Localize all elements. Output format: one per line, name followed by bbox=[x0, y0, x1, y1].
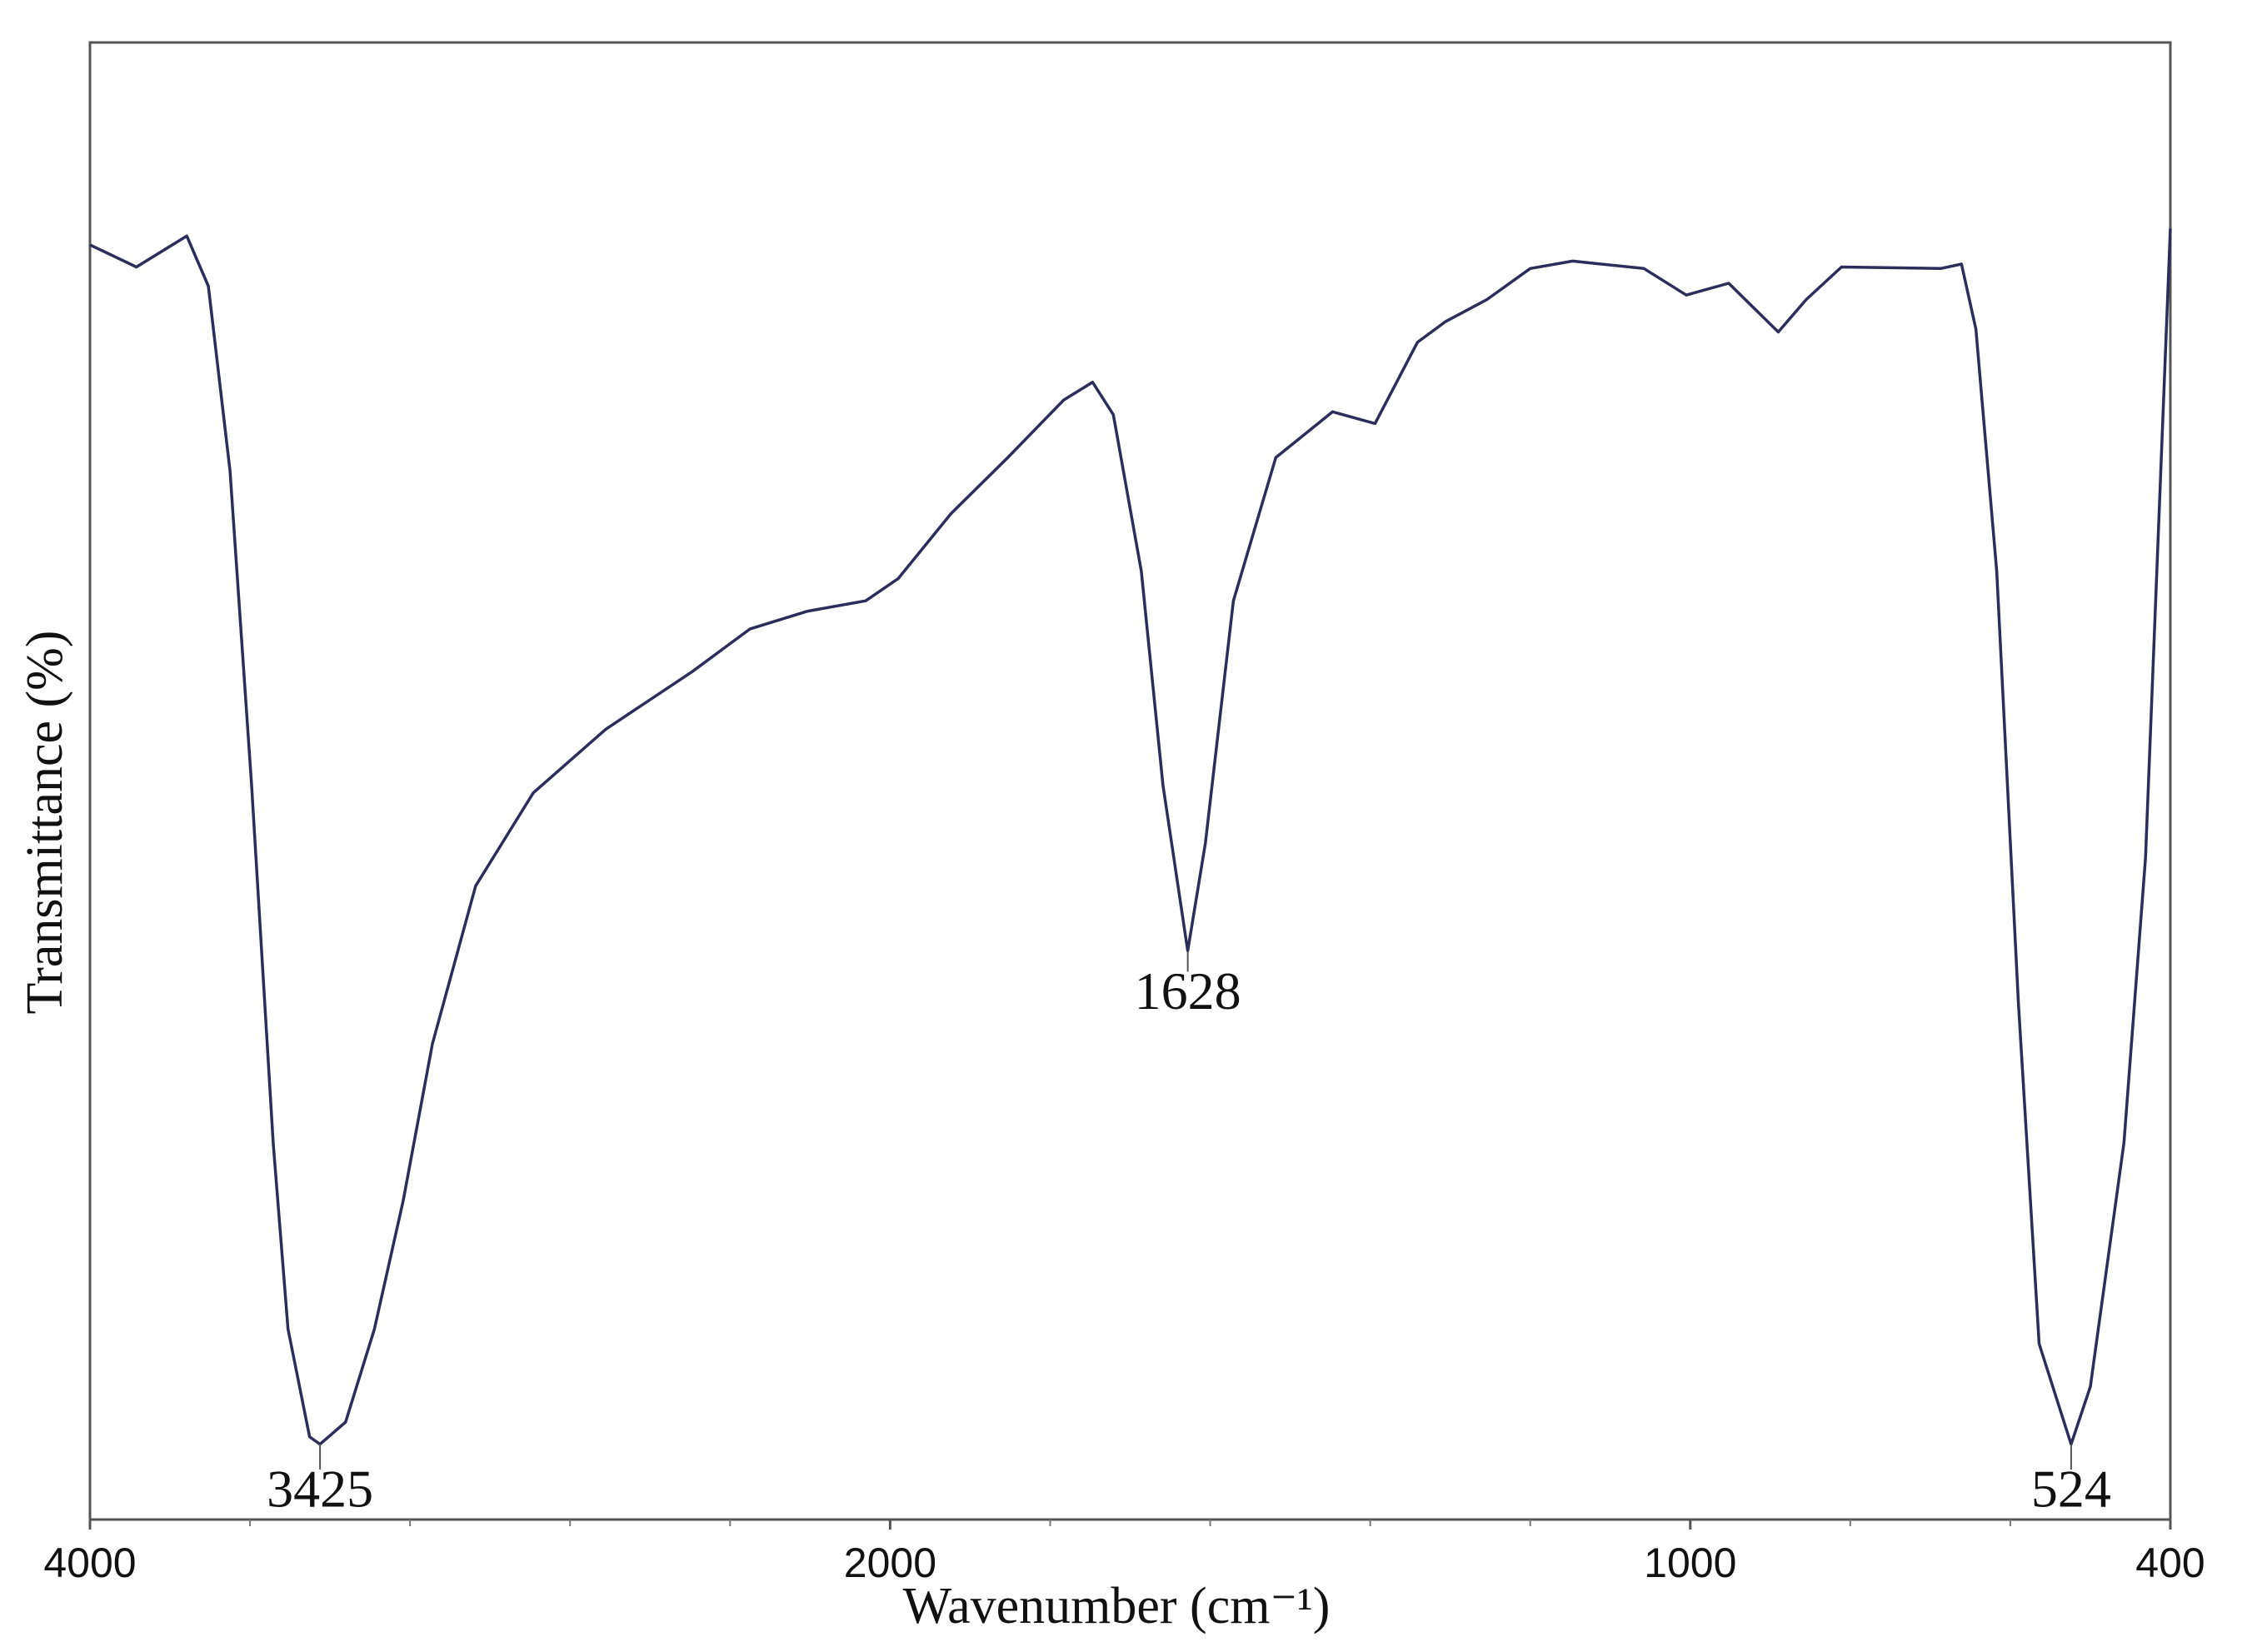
x-axis-title: Wavenumber (cm⁻¹) bbox=[903, 1578, 1331, 1635]
x-tick-label: 400 bbox=[2135, 1540, 2205, 1586]
spectrum-line bbox=[89, 228, 2172, 1446]
x-tick-label: 2000 bbox=[844, 1540, 936, 1586]
annotation-label: 524 bbox=[2031, 1460, 2111, 1519]
x-tick-label: 1000 bbox=[1644, 1540, 1736, 1586]
annotation-label: 1628 bbox=[1135, 961, 1241, 1021]
x-tick-label: 4000 bbox=[43, 1540, 136, 1586]
plot-frame bbox=[88, 41, 2172, 1521]
y-axis-title: Transmittance (%) bbox=[17, 631, 73, 1015]
annotation-label: 3425 bbox=[267, 1460, 373, 1519]
